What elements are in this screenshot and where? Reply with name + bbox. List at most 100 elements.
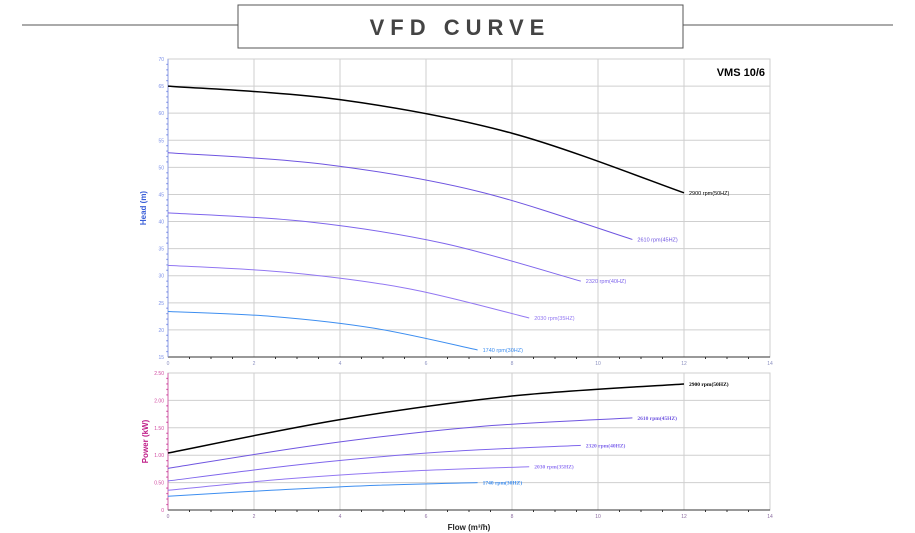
plot-frame <box>167 372 771 511</box>
y-minor-tick <box>166 177 168 179</box>
series-line-2900 <box>167 85 685 194</box>
y-minor-tick <box>166 96 168 98</box>
y-minor-tick <box>166 161 168 163</box>
y-minor-tick <box>166 476 168 478</box>
head-chart: 0 2 4 6 8 10 12 14 15 20 25 30 35 40 45 50 55 60 65 70 2900 … <box>139 57 773 367</box>
y-minor-tick <box>166 285 168 288</box>
y-minor-tick <box>166 394 168 396</box>
y-minor-tick <box>166 416 168 418</box>
series-line-1740 <box>167 482 478 497</box>
y-minor-tick <box>166 388 168 391</box>
title-box <box>237 4 684 49</box>
x-axis-label: Flow (m³/h) <box>448 523 491 532</box>
y-minor-tick <box>166 410 168 413</box>
y-tick-label: 35 <box>158 247 164 253</box>
series-label: 2610 rpm(45HZ) <box>637 237 678 243</box>
y-minor-tick <box>166 443 168 445</box>
y-minor-tick <box>166 182 168 185</box>
y-minor-tick <box>166 470 168 473</box>
y-tick-label: 60 <box>158 111 164 117</box>
y-tick-label: 50 <box>158 165 164 171</box>
y-minor-tick <box>166 79 168 82</box>
y-minor-tick <box>166 134 168 136</box>
series-line-2030 <box>167 466 530 491</box>
x-tick-label: 8 <box>511 361 514 367</box>
y-tick-label: 2.50 <box>154 371 164 377</box>
y-minor-tick <box>166 144 168 147</box>
y-minor-tick <box>166 334 168 337</box>
series-line-2320 <box>167 212 581 282</box>
y-tick-label: 1.00 <box>154 453 164 459</box>
x-tick-label: 4 <box>339 514 342 520</box>
y-minor-tick <box>166 432 168 434</box>
y-minor-tick <box>166 107 168 109</box>
y-minor-tick <box>166 312 168 315</box>
x-tick-label: 4 <box>339 361 342 367</box>
y-minor-tick <box>166 421 168 424</box>
y-minor-tick <box>166 199 168 201</box>
y-tick-label: 1.50 <box>154 426 164 432</box>
y-minor-tick <box>166 345 168 347</box>
y-minor-tick <box>166 74 168 76</box>
y-minor-tick <box>166 307 168 309</box>
series-label: 2030 rpm(35HZ) <box>534 316 575 322</box>
series-label: 2900 rpm(50HZ) <box>689 381 729 388</box>
y-minor-tick <box>166 155 168 158</box>
series-label: 1740 rpm(30HZ) <box>483 480 523 487</box>
y-minor-tick <box>166 226 168 228</box>
x-tick-label: 0 <box>167 361 170 367</box>
y-tick-label: 0 <box>161 508 164 514</box>
x-tick-label: 2 <box>253 361 256 367</box>
x-tick-label: 0 <box>167 514 170 520</box>
y-minor-tick <box>166 69 168 71</box>
x-tick-label: 2 <box>253 514 256 520</box>
series-label: 2320 rpm(40HZ) <box>586 279 627 285</box>
series-line-2900 <box>167 383 685 454</box>
power-chart: 0 2 4 6 8 10 12 14 0 0.50 1.00 1.50 2.00 2.50 2900 rpm… <box>141 371 773 532</box>
y-minor-tick <box>166 150 168 152</box>
x-tick-label: 6 <box>425 361 428 367</box>
y-minor-tick <box>166 242 168 244</box>
x-tick-label: 14 <box>767 361 773 367</box>
y-minor-tick <box>166 269 168 272</box>
y-minor-tick <box>166 280 168 282</box>
x-tick-label: 6 <box>425 514 428 520</box>
y-minor-tick <box>166 90 168 93</box>
series-line-2610 <box>167 152 633 240</box>
series-label: 2030 rpm(35HZ) <box>534 464 574 471</box>
y-minor-tick <box>166 215 168 217</box>
y-axis-label: Power (kW) <box>141 419 150 463</box>
x-tick-label: 14 <box>767 514 773 520</box>
y-minor-tick <box>166 492 168 495</box>
y-minor-tick <box>166 237 168 239</box>
y-tick-label: 25 <box>158 301 164 307</box>
y-minor-tick <box>166 291 168 293</box>
y-minor-tick <box>166 498 168 500</box>
y-minor-tick <box>166 188 168 190</box>
series-label: 2320 rpm(40HZ) <box>586 442 626 449</box>
y-tick-label: 65 <box>158 84 164 90</box>
y-tick-label: 2.00 <box>154 398 164 404</box>
y-minor-tick <box>166 210 168 212</box>
y-minor-tick <box>166 231 168 234</box>
y-tick-label: 20 <box>158 328 164 334</box>
y-minor-tick <box>166 487 168 489</box>
y-minor-tick <box>166 318 168 320</box>
y-minor-tick <box>166 503 168 506</box>
y-minor-tick <box>166 63 168 66</box>
y-minor-tick <box>166 465 168 467</box>
y-minor-tick <box>166 323 168 326</box>
y-minor-tick <box>166 383 168 385</box>
model-label: VMS 10/6 <box>717 67 765 79</box>
plot-frame <box>167 58 771 358</box>
y-minor-tick <box>166 258 168 261</box>
y-tick-label: 40 <box>158 220 164 226</box>
y-tick-label: 55 <box>158 138 164 144</box>
series-line-2610 <box>167 417 633 469</box>
y-minor-tick <box>166 117 168 120</box>
x-tick-label: 10 <box>595 361 601 367</box>
series-line-2320 <box>167 444 581 482</box>
y-minor-tick <box>166 350 168 353</box>
chart-title: VFD CURVE <box>370 15 551 40</box>
